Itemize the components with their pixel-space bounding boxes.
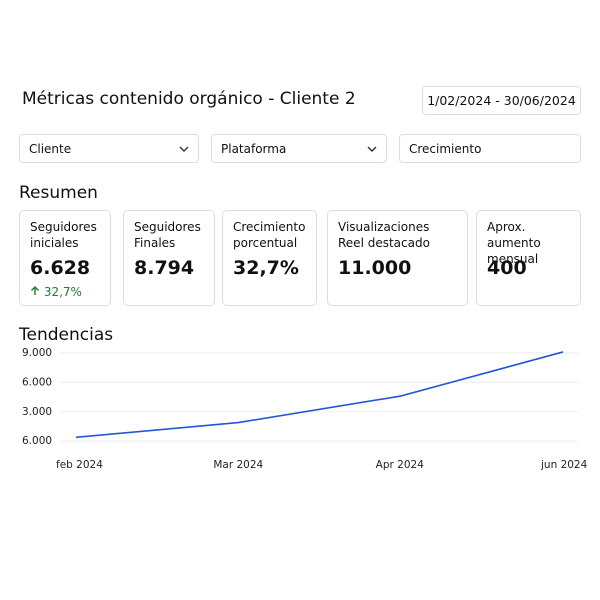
card-label: Seguidores Finales — [134, 220, 201, 250]
x-tick-label: Apr 2024 — [376, 459, 425, 471]
y-tick-label: 3.000 — [22, 406, 52, 418]
card: Crecimiento porcentual 32,7% — [222, 210, 317, 306]
filter-cliente[interactable]: Cliente — [19, 134, 199, 163]
card-value: 32,7% — [233, 257, 299, 279]
filter-label: Cliente — [29, 142, 72, 156]
card-value: 400 — [487, 257, 527, 279]
up-arrow — [31, 286, 39, 295]
card-label: Visualizaciones Reel destacado — [338, 220, 430, 250]
x-tick-label: jun 2024 — [540, 459, 588, 471]
section-title: Resumen — [19, 183, 98, 203]
page-title: Métricas contenido orgánico - Cliente 2 — [22, 89, 356, 109]
card-label: Crecimiento porcentual — [233, 220, 306, 250]
card-change: 32,7% — [30, 285, 100, 299]
date-range[interactable]: 1/02/2024 - 30/06/2024 — [422, 86, 581, 115]
card-change-value: 32,7% — [43, 285, 82, 299]
card-label: Aprox. aumento mensual — [487, 220, 541, 266]
x-tick-label: feb 2024 — [56, 459, 103, 471]
chevron — [179, 146, 189, 152]
card: Aprox. aumento mensual 400 — [476, 210, 581, 306]
card-value: 6.628 — [30, 257, 91, 279]
filter-crecimiento[interactable]: Crecimiento — [399, 134, 581, 163]
y-tick-label: 6.000 — [22, 376, 52, 388]
card: Visualizaciones Reel destacado 11.000 — [327, 210, 468, 306]
chevron — [367, 146, 377, 152]
filter-label: Crecimiento — [409, 142, 482, 156]
card: Seguidores iniciales 6.628 32,7% — [19, 210, 111, 306]
y-tick-label: 9.000 — [22, 347, 52, 359]
filter-label: Plataforma — [221, 142, 287, 156]
y-tick-label: 6.000 — [22, 435, 52, 447]
card-label: Seguidores iniciales — [30, 220, 97, 250]
filter-plataforma[interactable]: Plataforma — [211, 134, 387, 163]
line — [75, 351, 564, 439]
x-tick-label: Mar 2024 — [213, 459, 263, 471]
card-value: 11.000 — [338, 257, 412, 279]
card: Seguidores Finales 8.794 — [123, 210, 215, 306]
card-value: 8.794 — [134, 257, 195, 279]
chart: 9.000 6.000 3.000 6.000 feb 2024 Mar 2024 Apr … — [22, 347, 588, 471]
chart-title: Tendencias — [19, 325, 114, 345]
